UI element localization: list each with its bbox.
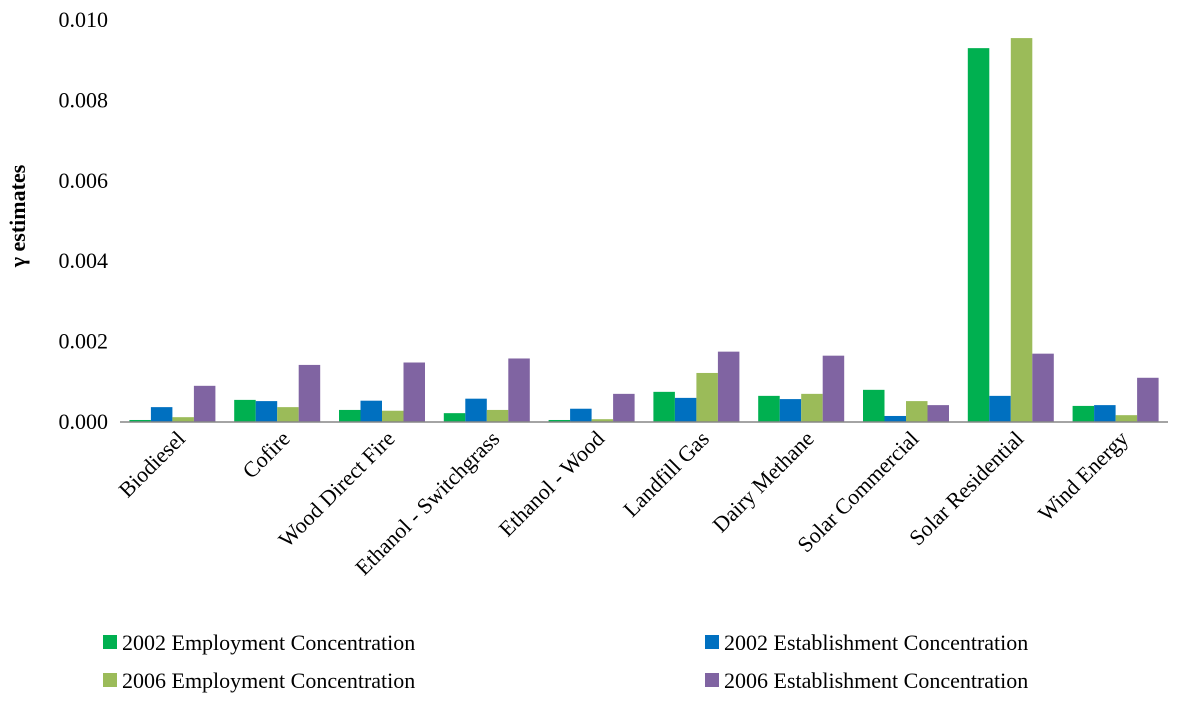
legend-swatch xyxy=(705,673,719,687)
bar xyxy=(443,413,466,422)
legend-swatch xyxy=(103,635,117,649)
bar xyxy=(863,389,885,422)
bar xyxy=(548,419,571,422)
bar xyxy=(234,399,256,422)
y-tick-label: 0.004 xyxy=(59,248,109,273)
legend-label: 2002 Employment Concentration xyxy=(122,630,415,655)
bar xyxy=(779,399,802,422)
bar xyxy=(1094,405,1116,422)
bar xyxy=(486,409,509,422)
y-tick-label: 0.002 xyxy=(59,329,109,354)
category-label: Ethanol - Wood xyxy=(494,426,610,542)
bar xyxy=(150,407,173,422)
bar xyxy=(403,362,425,422)
bar xyxy=(1072,405,1095,422)
category-label: Biodiesel xyxy=(113,426,189,502)
y-tick-label: 0.006 xyxy=(59,168,109,193)
bar xyxy=(1032,353,1054,422)
legend-swatch xyxy=(103,673,117,687)
bar xyxy=(613,393,635,422)
y-tick-label: 0.000 xyxy=(59,409,109,434)
bar xyxy=(172,417,194,422)
bar xyxy=(508,358,530,422)
bar xyxy=(758,395,780,422)
legend-label: 2006 Establishment Concentration xyxy=(724,668,1028,693)
legend-label: 2002 Establishment Concentration xyxy=(724,630,1028,655)
y-axis-ticks: 0.000 0.002 0.004 0.006 0.008 0.010 xyxy=(59,7,109,434)
bar xyxy=(298,364,321,422)
category-label: Landfill Gas xyxy=(618,426,714,522)
bar xyxy=(989,395,1011,422)
category-label: Wind Energy xyxy=(1033,426,1133,526)
bar xyxy=(801,393,823,422)
bars xyxy=(129,38,1159,423)
bar xyxy=(696,372,718,422)
bar xyxy=(339,409,361,422)
bar xyxy=(465,398,487,422)
category-label: Dairy Methane xyxy=(707,426,818,537)
bar xyxy=(382,410,404,422)
bar xyxy=(570,408,592,422)
bar xyxy=(591,419,614,422)
category-label: Cofire xyxy=(237,426,294,483)
bar xyxy=(884,415,906,422)
bar xyxy=(927,405,949,422)
legend-label: 2006 Employment Concentration xyxy=(122,668,415,693)
bar xyxy=(967,48,990,422)
bar xyxy=(1115,415,1138,422)
bar xyxy=(360,400,382,422)
legend: 2002 Employment Concentration 2002 Establ… xyxy=(103,630,1028,693)
category-label: Solar Residential xyxy=(904,426,1028,550)
bar xyxy=(906,401,928,422)
bar xyxy=(129,419,151,422)
bar xyxy=(822,355,845,422)
bar xyxy=(674,397,697,422)
legend-swatch xyxy=(705,635,719,649)
y-axis-label: γ estimates xyxy=(5,164,30,268)
bar xyxy=(255,401,278,422)
y-tick-label: 0.010 xyxy=(59,7,109,32)
bar xyxy=(277,407,299,422)
bar xyxy=(653,391,675,422)
y-tick-label: 0.008 xyxy=(59,87,109,112)
bar xyxy=(193,385,216,422)
bar xyxy=(1010,38,1033,423)
bar xyxy=(717,351,740,422)
bar xyxy=(1137,377,1159,422)
